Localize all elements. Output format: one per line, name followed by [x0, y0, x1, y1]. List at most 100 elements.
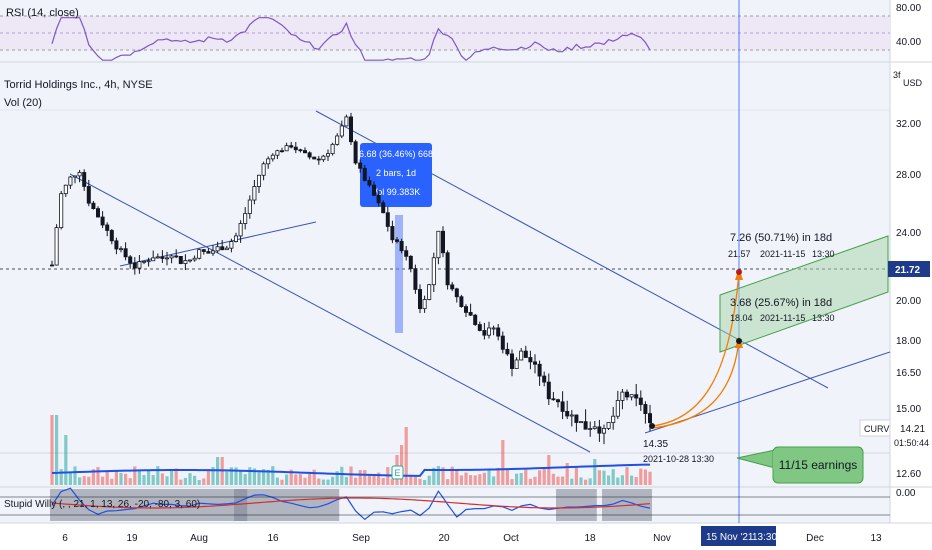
volume-bar [381, 478, 385, 485]
volume-bar [528, 478, 532, 485]
candle-body [206, 251, 211, 254]
candle-body [109, 230, 114, 242]
volume-bar [505, 469, 509, 485]
volume-bar [515, 473, 519, 485]
low-point-marker[interactable] [649, 423, 655, 429]
volume-bar [377, 472, 381, 485]
candle-body [183, 260, 188, 264]
candle-body [201, 249, 206, 252]
volume-bar [634, 477, 638, 485]
candle-body [325, 153, 330, 157]
volume-bar [289, 469, 293, 485]
candle-body [371, 184, 376, 196]
candle-body [440, 230, 445, 254]
volume-bar [404, 427, 408, 485]
candle-body [270, 154, 275, 160]
price-label-32: 32.00 [896, 119, 921, 130]
candle-body [367, 180, 372, 186]
volume-bar [174, 468, 178, 485]
volume-bar [487, 469, 491, 485]
volume-bar [501, 440, 505, 485]
target-point-upper[interactable] [736, 269, 742, 275]
time-axis-background[interactable] [0, 523, 932, 550]
time-label-20: 20 [438, 533, 450, 544]
candle-body [233, 235, 238, 242]
candle-body [615, 400, 620, 417]
volume-bar [496, 467, 500, 485]
volume-indicator-title[interactable]: Vol (20) [4, 97, 42, 109]
projection-arc-upper[interactable] [651, 271, 740, 427]
volume-bar [593, 459, 597, 485]
lower-channel-line[interactable] [69, 173, 591, 453]
measure-range-bar[interactable] [395, 215, 403, 333]
candle-body [486, 327, 491, 336]
candle-body [307, 152, 312, 158]
volume-bar [275, 477, 279, 485]
oscillator-title[interactable]: Stupid Willy (, , 21, 1, 13, 26, -20, -8… [4, 499, 200, 510]
candle-body [454, 288, 459, 298]
price-label-12-6: 12.60 [896, 469, 921, 480]
target-point-lower[interactable] [736, 338, 742, 344]
volume-bar [450, 466, 454, 485]
candle-body [528, 357, 533, 363]
volume-bar [114, 470, 118, 485]
candle-body [330, 143, 335, 155]
time-label-16: 16 [267, 533, 279, 544]
volume-bar [96, 467, 100, 485]
volume-bar [565, 463, 569, 485]
projection-arc-lower[interactable] [651, 339, 740, 429]
volume-bar [170, 470, 174, 485]
candle-body [119, 248, 124, 251]
volume-bar [55, 415, 59, 485]
volume-bar [326, 479, 330, 485]
volume-bar [367, 475, 371, 485]
price-axis-currency: USD [903, 78, 923, 88]
candle-body [509, 353, 514, 369]
candle-body [220, 246, 225, 251]
projection-channel[interactable] [719, 235, 889, 353]
time-label-18: 18 [584, 533, 596, 544]
candle-body [160, 256, 165, 259]
oscillator-line-fast [51, 487, 651, 521]
candle-body [625, 391, 630, 398]
candle-body [385, 212, 390, 227]
ticker-tag[interactable] [859, 419, 891, 437]
candle-body [565, 411, 570, 417]
volume-bar [239, 470, 243, 485]
candle-body [192, 257, 197, 261]
volume-bar [551, 473, 555, 485]
candle-body [63, 184, 68, 195]
candle-body [123, 248, 128, 258]
candle-body [473, 314, 478, 325]
main-pane-background [0, 62, 890, 487]
bar-countdown: 01:50:44 [894, 438, 929, 448]
candle-body [463, 306, 468, 313]
volume-bar [59, 469, 63, 485]
volume-bar [519, 473, 523, 485]
candle-body [588, 428, 593, 430]
volume-bar [469, 475, 473, 485]
volume-bar [510, 479, 514, 485]
candle-body [477, 324, 482, 331]
time-axis-highlight[interactable] [701, 526, 776, 546]
earnings-marker[interactable] [391, 465, 404, 480]
candle-body [376, 194, 381, 204]
candle-body [491, 327, 496, 330]
candle-body [638, 397, 643, 405]
current-price-tag[interactable] [888, 261, 930, 277]
volume-bar [579, 477, 583, 485]
candle-body [592, 426, 597, 429]
volume-bar [363, 470, 367, 485]
candle-body [96, 208, 101, 218]
candle-body [229, 241, 234, 249]
volume-bar [105, 470, 109, 485]
time-label-6: 6 [62, 533, 68, 544]
candle-body [404, 250, 409, 257]
candle-body [643, 404, 648, 414]
volume-bar [312, 469, 316, 485]
volume-bar [243, 474, 247, 485]
candle-body [82, 172, 87, 187]
candle-body [445, 252, 450, 286]
symbol-title[interactable]: Torrid Holdings Inc., 4h, NYSE [4, 79, 153, 91]
